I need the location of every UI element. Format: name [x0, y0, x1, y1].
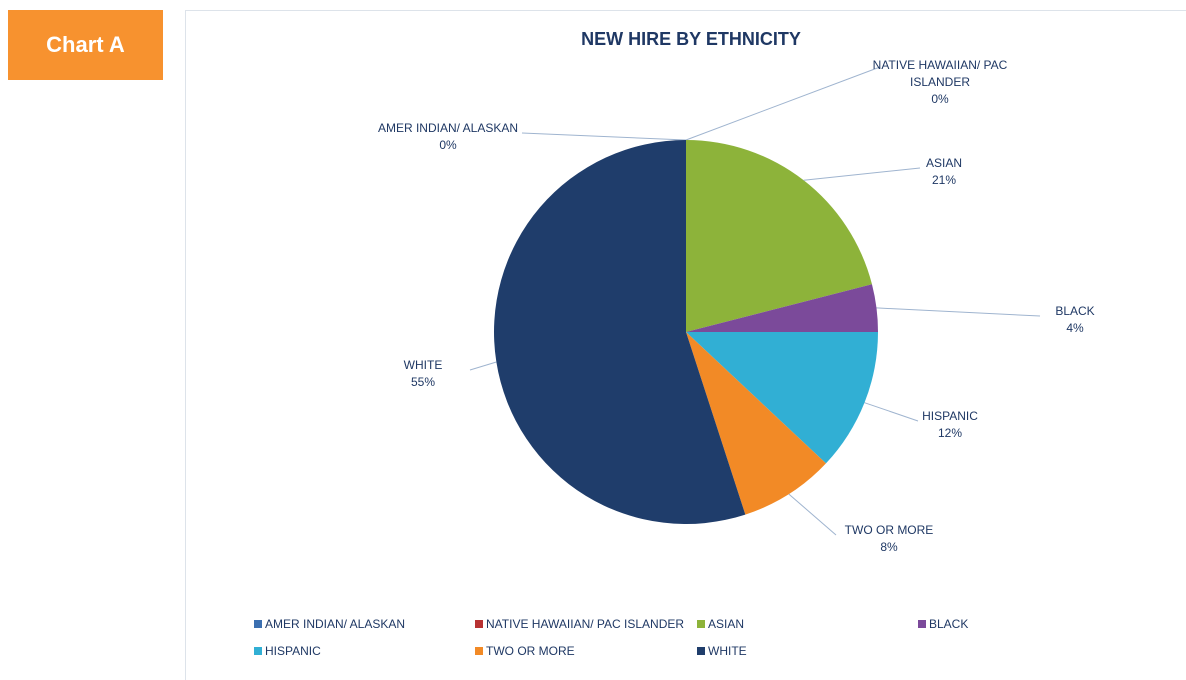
- leader-line: [521, 132, 687, 141]
- data-label-name: WHITE: [403, 358, 443, 372]
- data-label: WHITE 55%: [383, 357, 463, 391]
- legend-swatch: [697, 620, 705, 628]
- data-label-value: 8%: [880, 540, 898, 554]
- chart-title: NEW HIRE BY ETHNICITY: [581, 29, 801, 49]
- leader-line: [469, 361, 497, 371]
- data-label-name: HISPANIC: [922, 409, 978, 423]
- legend-swatch: [475, 647, 483, 655]
- data-label-value: 55%: [410, 375, 436, 389]
- legend-label: BLACK: [929, 617, 969, 631]
- data-label: BLACK 4%: [1035, 303, 1115, 337]
- chart-frame: [185, 10, 1186, 680]
- pie-slice: [686, 332, 879, 464]
- data-label-value: 12%: [937, 426, 963, 440]
- legend-label: HISPANIC: [265, 644, 321, 658]
- pie-slice: [686, 284, 879, 332]
- data-label-name: AMER INDIAN/ ALASKAN: [377, 121, 519, 135]
- data-label: TWO OR MORE 8%: [834, 522, 944, 556]
- data-label-name: ASIAN: [925, 156, 962, 170]
- leader-line: [876, 307, 1041, 317]
- pie-slice: [493, 140, 746, 524]
- legend-item: TWO OR MORE: [475, 644, 575, 658]
- data-label-name: BLACK: [1055, 304, 1095, 318]
- legend-item: WHITE: [697, 644, 747, 658]
- legend-swatch: [918, 620, 926, 628]
- legend-swatch: [697, 647, 705, 655]
- leader-line: [864, 402, 919, 422]
- badge: Chart A: [8, 10, 163, 80]
- legend-item: NATIVE HAWAIIAN/ PAC ISLANDER: [475, 617, 684, 631]
- legend-item: HISPANIC: [254, 644, 321, 658]
- data-label-value: 21%: [931, 173, 957, 187]
- legend-label: WHITE: [708, 644, 747, 658]
- leader-line: [685, 66, 881, 141]
- data-label-value: 4%: [1066, 321, 1084, 335]
- data-label-value: 0%: [931, 92, 949, 106]
- leader-line: [788, 493, 837, 536]
- legend-swatch: [254, 620, 262, 628]
- data-label: NATIVE HAWAIIAN/ PAC ISLANDER 0%: [865, 57, 1015, 108]
- legend-swatch: [475, 620, 483, 628]
- data-label-name: TWO OR MORE: [844, 523, 934, 537]
- legend-label: NATIVE HAWAIIAN/ PAC ISLANDER: [486, 617, 685, 631]
- legend-swatch: [254, 647, 262, 655]
- pie-slice: [686, 140, 872, 332]
- legend-label: ASIAN: [708, 617, 745, 631]
- data-label-value: 0%: [439, 138, 457, 152]
- data-label-name: NATIVE HAWAIIAN/ PAC ISLANDER: [872, 58, 1008, 89]
- data-label: HISPANIC 12%: [905, 408, 995, 442]
- legend-label: TWO OR MORE: [486, 644, 575, 658]
- legend-item: ASIAN: [697, 617, 744, 631]
- data-label: ASIAN 21%: [904, 155, 984, 189]
- pie-slice: [686, 332, 826, 515]
- legend-item: AMER INDIAN/ ALASKAN: [254, 617, 405, 631]
- data-label: AMER INDIAN/ ALASKAN 0%: [348, 120, 548, 154]
- legend-item: BLACK: [918, 617, 968, 631]
- legend-label: AMER INDIAN/ ALASKAN: [265, 617, 406, 631]
- leader-line: [803, 167, 921, 181]
